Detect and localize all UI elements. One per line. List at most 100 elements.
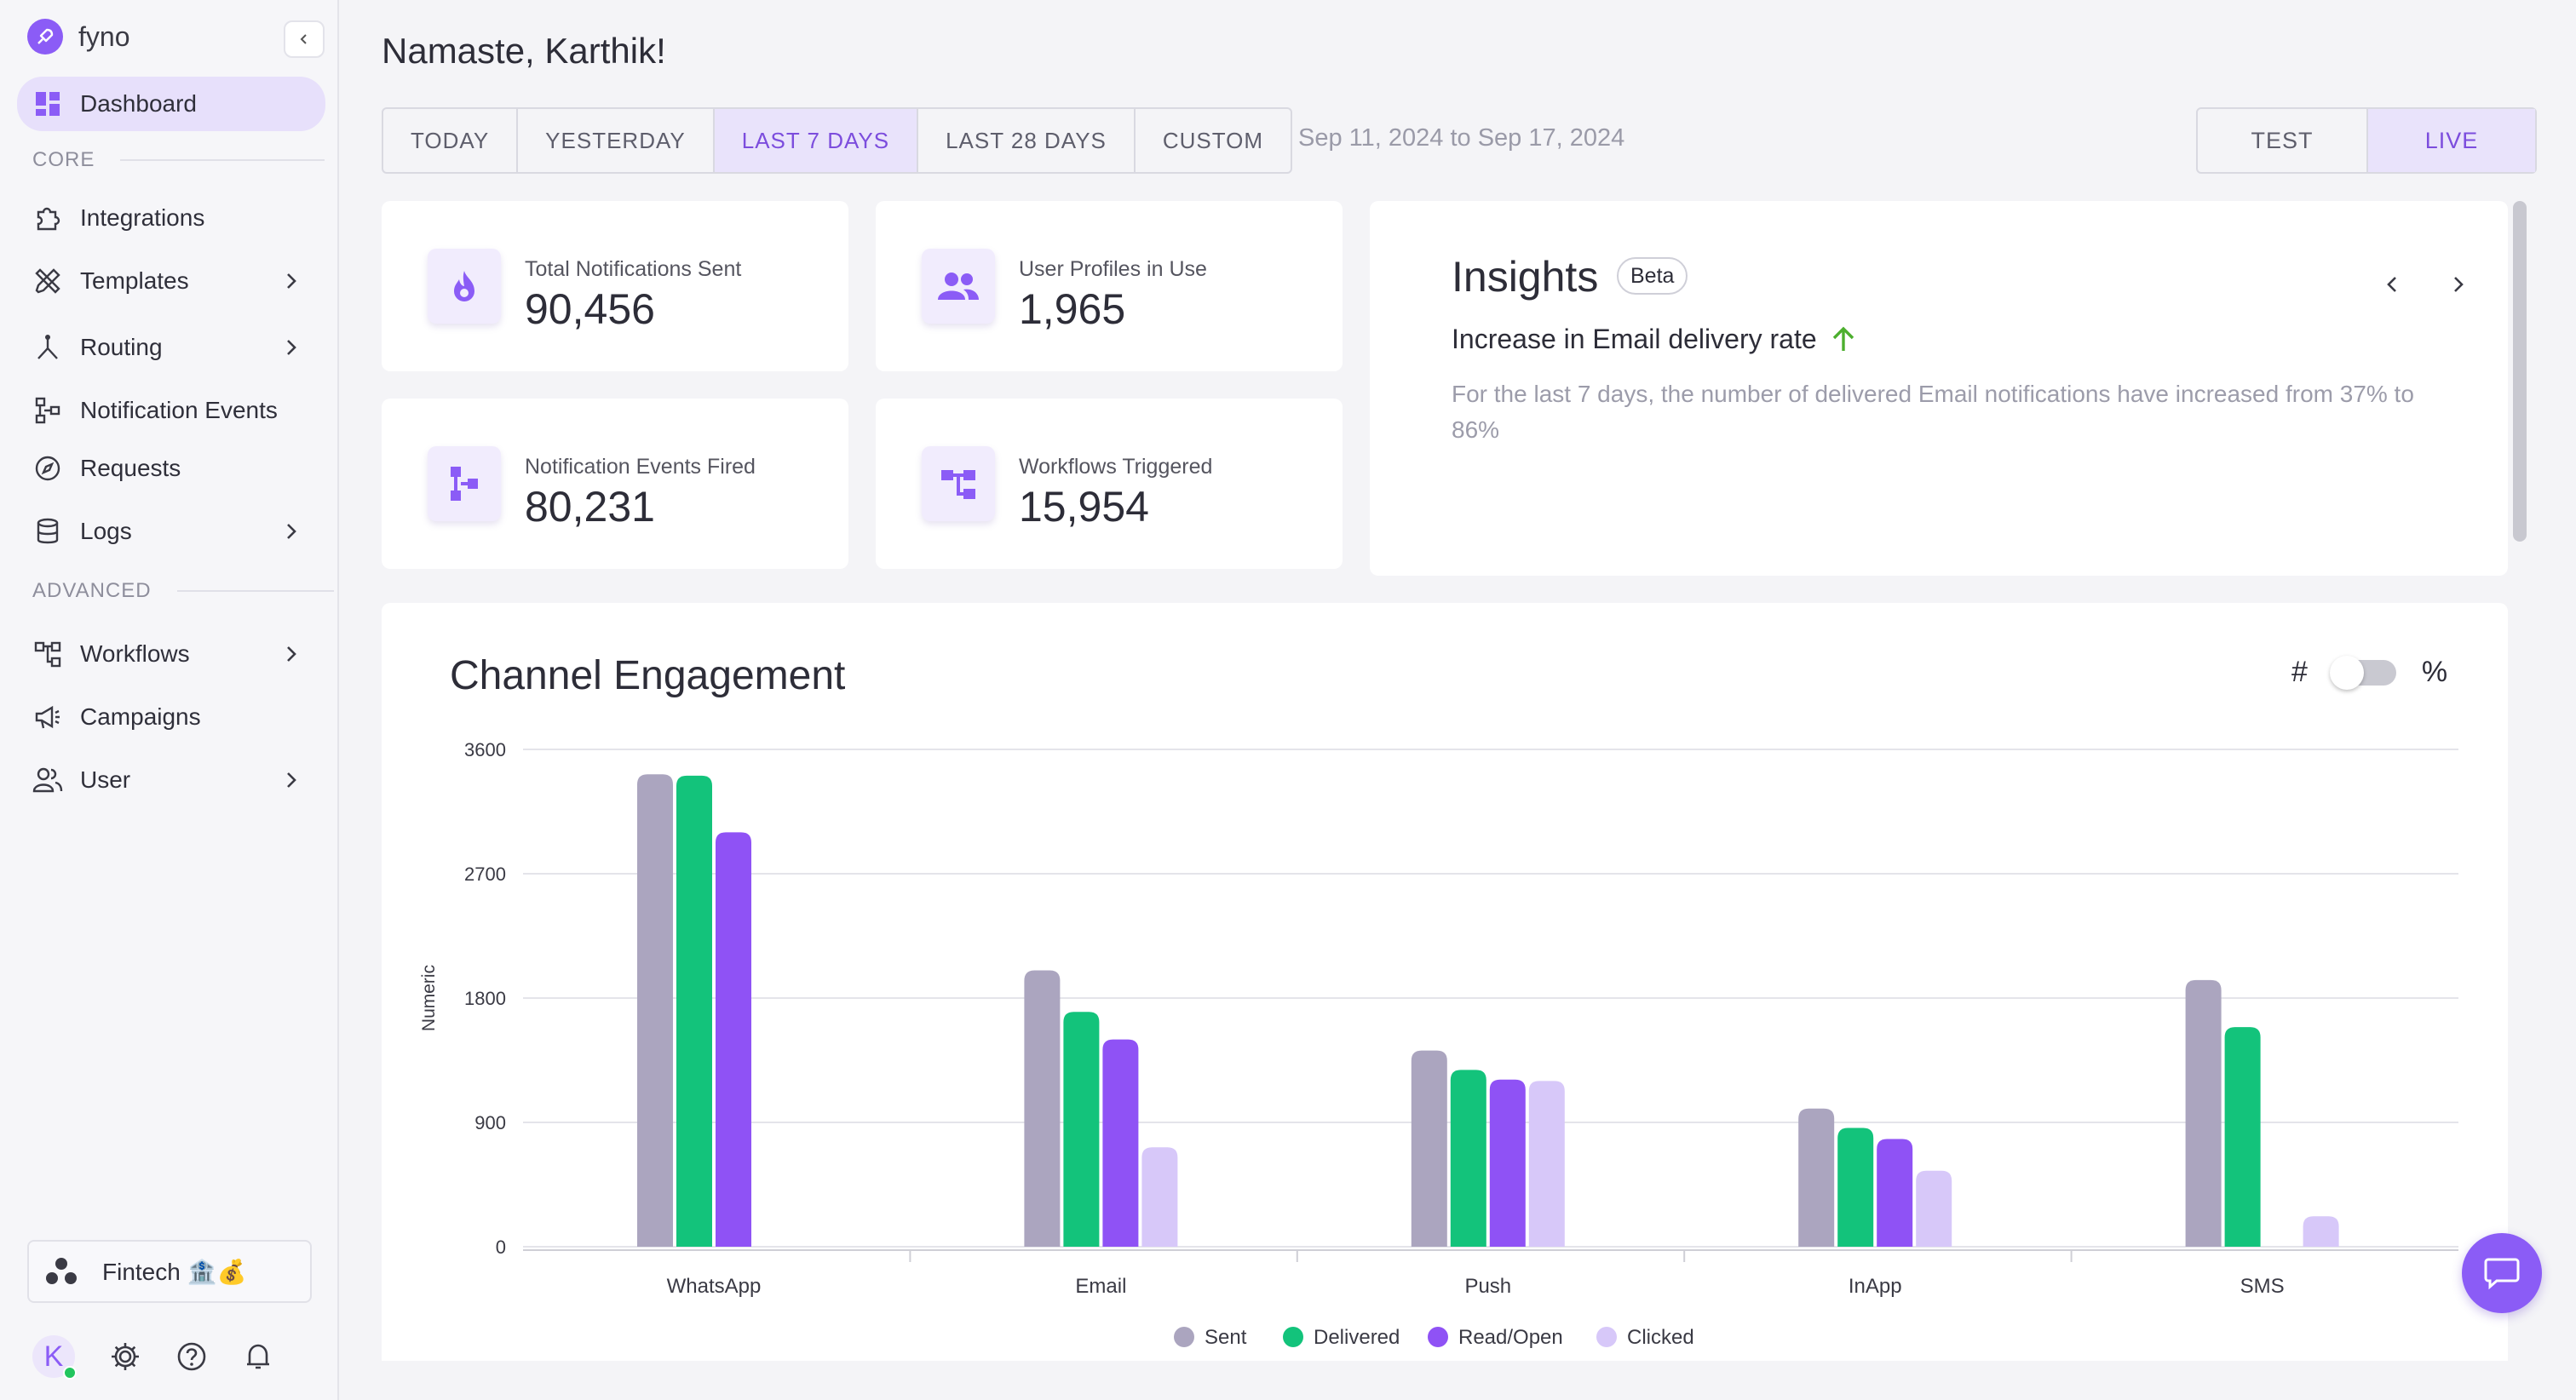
events-icon <box>428 446 501 521</box>
count-percent-switch[interactable] <box>2329 655 2396 690</box>
sidebar-item-label: Requests <box>80 455 181 481</box>
brand[interactable]: fyno <box>27 19 129 55</box>
chevron-right-icon <box>287 646 296 662</box>
collapse-sidebar-button[interactable] <box>284 20 325 58</box>
insights-prev-button[interactable] <box>2375 267 2409 301</box>
sidebar-item-label: Notification Events <box>80 397 278 423</box>
x-tick-label: Push <box>1464 1275 1511 1298</box>
y-tick-label: 900 <box>474 1112 506 1133</box>
range-yesterday-button[interactable]: YESTERDAY <box>518 109 715 172</box>
x-tick-label: WhatsApp <box>667 1275 762 1298</box>
sidebar-item-label: Logs <box>80 518 132 544</box>
legend-label: Read/Open <box>1458 1326 1563 1349</box>
help-icon[interactable] <box>175 1340 208 1373</box>
x-tick-label: InApp <box>1849 1275 1902 1298</box>
env-live-button[interactable]: LIVE <box>2366 109 2535 172</box>
legend-swatch <box>1428 1327 1448 1347</box>
range-last-7-days-button[interactable]: LAST 7 DAYS <box>714 109 919 172</box>
bar-delivered-email <box>1063 1012 1100 1247</box>
chevron-right-icon <box>287 340 296 355</box>
online-status-dot <box>63 1366 77 1380</box>
env-test-button[interactable]: TEST <box>2251 127 2314 153</box>
templates-icon <box>31 264 65 298</box>
chart-unit-toggle: # % <box>2291 655 2448 690</box>
bar-sent-push <box>1411 1050 1447 1247</box>
megaphone-icon <box>31 700 65 734</box>
legend-label: Delivered <box>1314 1326 1400 1349</box>
arrow-up-icon <box>1832 326 1854 351</box>
advanced-section-label: ADVANCED <box>32 579 334 603</box>
bar-delivered-whatsapp <box>676 775 712 1247</box>
stat-label: Notification Events Fired <box>525 455 756 479</box>
date-range-selector: TODAY YESTERDAY LAST 7 DAYS LAST 28 DAYS… <box>382 107 1293 174</box>
sidebar-item-notification-events[interactable]: Notification Events <box>17 383 325 438</box>
chat-button[interactable] <box>2462 1233 2542 1313</box>
stat-card-events-fired: Notification Events Fired 80,231 <box>382 399 848 569</box>
legend-swatch <box>1283 1327 1303 1347</box>
percent-mode-label: % <box>2421 656 2448 688</box>
stat-card-user-profiles: User Profiles in Use 1,965 <box>876 201 1343 371</box>
chevron-right-icon <box>2454 277 2464 292</box>
chevron-right-icon <box>287 772 296 788</box>
scrollbar[interactable] <box>2513 201 2527 542</box>
avatar[interactable]: K <box>32 1335 77 1380</box>
sidebar-item-requests[interactable]: Requests <box>17 441 325 496</box>
flame-icon <box>428 249 501 324</box>
chevron-left-icon <box>2387 277 2396 292</box>
bar-sent-email <box>1024 970 1061 1247</box>
insight-description: For the last 7 days, the number of deliv… <box>1452 381 2414 443</box>
legend-swatch <box>1174 1327 1194 1347</box>
y-tick-label: 3600 <box>464 739 506 760</box>
gear-icon[interactable] <box>109 1340 141 1373</box>
stat-value: 15,954 <box>1019 483 1149 531</box>
sidebar-item-user[interactable]: User <box>17 753 325 807</box>
stat-value: 80,231 <box>525 483 655 531</box>
sidebar-item-workflows[interactable]: Workflows <box>17 627 325 681</box>
sidebar-item-label: User <box>80 766 131 793</box>
sidebar-item-logs[interactable]: Logs <box>17 504 325 559</box>
sidebar-item-integrations[interactable]: Integrations <box>17 191 325 245</box>
bell-icon[interactable] <box>242 1340 274 1373</box>
chat-icon <box>2484 1258 2520 1290</box>
events-icon <box>31 393 65 427</box>
puzzle-icon <box>31 201 65 235</box>
dashboard-icon <box>31 87 65 121</box>
range-today-button[interactable]: TODAY <box>383 109 519 172</box>
legend-swatch <box>1596 1327 1617 1347</box>
bar-delivered-sms <box>2224 1027 2261 1247</box>
sidebar: fyno Dashboard CORE Integrations Templat… <box>0 0 339 1400</box>
bar-delivered-push <box>1450 1070 1486 1247</box>
sidebar-item-label: Integrations <box>80 204 205 231</box>
chevron-right-icon <box>287 524 296 539</box>
workspace-name: Fintech 🏦💰 <box>102 1258 247 1285</box>
range-last-28-days-button[interactable]: LAST 28 DAYS <box>918 109 1136 172</box>
beta-badge: Beta <box>1617 257 1688 295</box>
stat-value: 1,965 <box>1019 285 1126 333</box>
count-mode-label: # <box>2291 656 2308 688</box>
bar-clicked-sms <box>2303 1216 2339 1247</box>
users-icon <box>31 763 65 797</box>
bar-read-open-email <box>1102 1039 1139 1247</box>
sidebar-item-label: Campaigns <box>80 703 201 730</box>
sidebar-footer: K <box>32 1335 274 1380</box>
range-custom-button[interactable]: CUSTOM <box>1162 127 1264 153</box>
bar-clicked-push <box>1528 1081 1565 1247</box>
channel-engagement-chart: 0 900 1800 2700 3600 Numeric WhatsApp Email Push… <box>419 739 2458 1349</box>
environment-toggle: TEST LIVE <box>2196 107 2537 174</box>
x-tick-label: SMS <box>2240 1275 2285 1298</box>
page-title: Namaste, Karthik! <box>382 31 666 71</box>
bar-sent-sms <box>2185 979 2222 1247</box>
sidebar-item-routing[interactable]: Routing <box>17 320 325 375</box>
channel-engagement-card: Channel Engagement # % 0 900 1800 2700 3600 N… <box>382 603 2508 1361</box>
insights-next-button[interactable] <box>2441 267 2475 301</box>
workspace-switcher[interactable]: Fintech 🏦💰 <box>27 1240 312 1303</box>
bar-read-open-inapp <box>1877 1139 1913 1247</box>
workflow-icon <box>922 446 995 521</box>
sidebar-item-dashboard[interactable]: Dashboard <box>17 77 325 131</box>
sidebar-item-campaigns[interactable]: Campaigns <box>17 690 325 744</box>
legend-label: Sent <box>1205 1326 1247 1349</box>
chevron-left-icon <box>300 34 307 44</box>
sidebar-item-label: Routing <box>80 334 163 360</box>
sidebar-item-templates[interactable]: Templates <box>17 254 325 308</box>
bar-read-open-push <box>1489 1079 1526 1247</box>
